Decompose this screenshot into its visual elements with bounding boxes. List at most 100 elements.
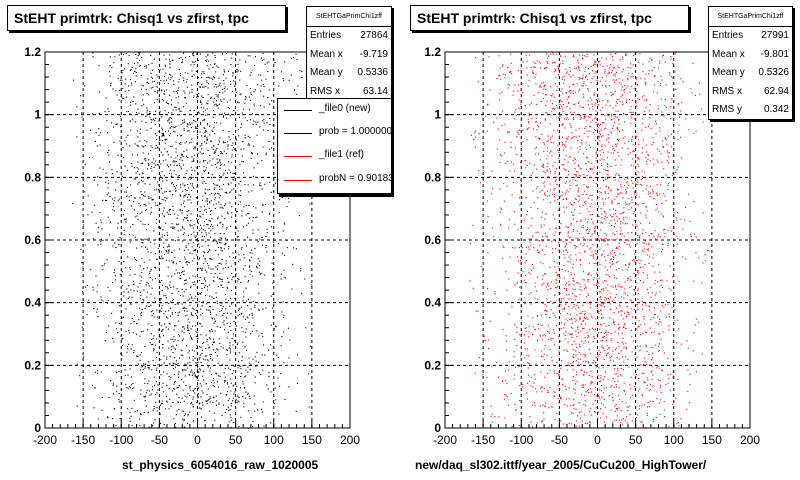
data-point [524, 348, 526, 350]
data-point [170, 405, 172, 407]
data-point [610, 165, 612, 167]
data-point [552, 329, 554, 331]
data-point [536, 60, 538, 62]
data-point [607, 138, 609, 140]
data-point [643, 242, 645, 244]
data-point [526, 67, 528, 69]
data-point [662, 215, 664, 217]
data-point [233, 422, 235, 424]
data-point [532, 235, 534, 237]
data-point [268, 61, 270, 63]
data-point [196, 385, 198, 387]
data-point [199, 53, 201, 55]
data-point [638, 171, 640, 173]
data-point [169, 209, 171, 211]
data-point [605, 238, 607, 240]
data-point [131, 163, 133, 165]
data-point [121, 72, 123, 74]
data-point [542, 211, 544, 213]
data-point [223, 172, 225, 174]
data-point [182, 240, 184, 242]
data-point [141, 242, 143, 244]
data-point [131, 407, 133, 409]
data-point [555, 272, 557, 274]
y-tick-label: 0.6 [24, 233, 41, 247]
data-point [590, 247, 592, 249]
data-point [163, 210, 165, 212]
data-point [508, 278, 510, 280]
data-point [155, 357, 157, 359]
data-point [202, 282, 204, 284]
data-point [584, 284, 586, 286]
data-point [174, 363, 176, 365]
data-point [664, 228, 666, 230]
data-point [570, 89, 572, 91]
data-point [168, 166, 170, 168]
data-point [226, 286, 228, 288]
data-point [612, 377, 614, 379]
data-point [585, 157, 587, 159]
data-point [652, 176, 654, 178]
data-point [219, 233, 221, 235]
data-point [572, 405, 574, 407]
data-point [575, 185, 577, 187]
data-point [243, 296, 245, 298]
data-point [514, 170, 516, 172]
data-point [148, 306, 150, 308]
data-point [536, 315, 538, 317]
data-point [590, 82, 592, 84]
data-point [109, 195, 111, 197]
data-point [165, 297, 167, 299]
data-point [229, 326, 231, 328]
data-point [168, 323, 170, 325]
data-point [229, 348, 231, 350]
data-point [469, 280, 471, 282]
data-point [187, 199, 189, 201]
data-point [156, 98, 158, 100]
data-point [173, 83, 175, 85]
data-point [642, 118, 644, 120]
data-point [573, 119, 575, 121]
data-point [171, 292, 173, 294]
data-point [237, 63, 239, 65]
data-point [155, 267, 157, 269]
data-point [547, 331, 549, 333]
data-point [636, 243, 638, 245]
data-point [645, 240, 647, 242]
data-point [532, 334, 534, 336]
data-point [168, 250, 170, 252]
data-point [228, 113, 230, 115]
data-point [138, 52, 140, 54]
data-point [236, 385, 238, 387]
data-point [525, 282, 527, 284]
data-point [627, 181, 629, 183]
data-point [140, 294, 142, 296]
data-point [254, 306, 256, 308]
data-point [549, 183, 551, 185]
data-point [477, 81, 479, 83]
data-point [533, 402, 535, 404]
data-point [596, 118, 598, 120]
data-point [707, 250, 709, 252]
data-point [118, 393, 120, 395]
data-point [594, 232, 596, 234]
data-point [129, 420, 131, 422]
data-point [176, 344, 178, 346]
data-point [640, 266, 642, 268]
data-point [506, 185, 508, 187]
data-point [607, 193, 609, 195]
data-point [621, 159, 623, 161]
data-point [171, 390, 173, 392]
data-point [526, 60, 528, 62]
data-point [225, 294, 227, 296]
data-point [612, 350, 614, 352]
data-point [172, 194, 174, 196]
data-point [606, 234, 608, 236]
data-point [205, 383, 207, 385]
data-point [117, 332, 119, 334]
data-point [681, 157, 683, 159]
data-point [191, 296, 193, 298]
data-point [166, 286, 168, 288]
data-point [570, 92, 572, 94]
data-point [132, 332, 134, 334]
